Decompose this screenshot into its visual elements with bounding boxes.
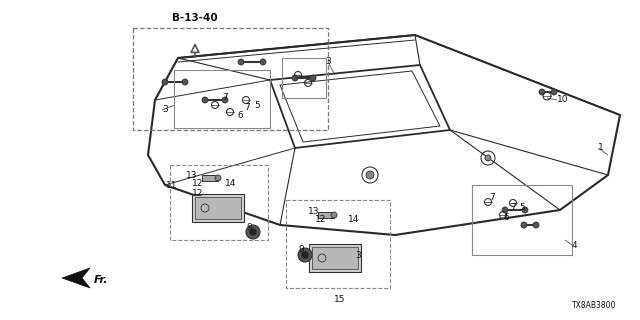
Circle shape — [260, 59, 266, 65]
Text: 9: 9 — [246, 223, 252, 233]
Circle shape — [366, 171, 374, 179]
Bar — [312, 247, 358, 269]
Text: 4: 4 — [572, 241, 578, 250]
Text: 1: 1 — [598, 143, 604, 153]
Circle shape — [533, 222, 539, 228]
Bar — [472, 185, 572, 255]
Text: 7: 7 — [489, 193, 495, 202]
Circle shape — [502, 207, 508, 213]
Circle shape — [238, 59, 244, 65]
Text: 12: 12 — [192, 188, 204, 197]
Circle shape — [521, 222, 527, 228]
Circle shape — [202, 97, 208, 103]
Text: 13: 13 — [308, 207, 319, 217]
Bar — [202, 175, 218, 181]
Text: 14: 14 — [225, 179, 236, 188]
Text: 11: 11 — [166, 181, 177, 190]
Bar — [195, 197, 241, 219]
Bar — [309, 244, 361, 272]
Circle shape — [162, 79, 168, 85]
Circle shape — [215, 175, 221, 181]
Text: 3: 3 — [355, 251, 361, 260]
Bar — [318, 212, 334, 218]
Circle shape — [310, 75, 316, 81]
Circle shape — [222, 97, 228, 103]
Bar — [170, 165, 268, 240]
Polygon shape — [62, 268, 90, 288]
Text: 5: 5 — [519, 203, 525, 212]
Text: 6: 6 — [503, 213, 509, 222]
Bar — [174, 70, 270, 128]
Text: 6: 6 — [237, 111, 243, 121]
Text: 7: 7 — [510, 203, 516, 212]
Circle shape — [250, 228, 257, 236]
Circle shape — [551, 89, 557, 95]
Circle shape — [246, 225, 260, 239]
Circle shape — [182, 79, 188, 85]
Circle shape — [485, 155, 491, 161]
Circle shape — [331, 212, 337, 218]
Text: 3: 3 — [162, 106, 168, 115]
Bar — [286, 200, 390, 288]
Circle shape — [522, 207, 528, 213]
Text: 13: 13 — [186, 171, 198, 180]
Text: B-13-40: B-13-40 — [172, 13, 218, 23]
Circle shape — [539, 89, 545, 95]
Bar — [133, 28, 328, 130]
Text: 5: 5 — [254, 101, 260, 110]
Bar — [192, 194, 244, 222]
Text: 12: 12 — [315, 215, 326, 225]
Text: 7: 7 — [244, 102, 250, 111]
Circle shape — [292, 75, 298, 81]
Text: 12: 12 — [192, 179, 204, 188]
Text: 10: 10 — [557, 95, 568, 105]
Circle shape — [298, 248, 312, 262]
Text: Fr.: Fr. — [94, 275, 109, 285]
Text: 7: 7 — [222, 92, 228, 101]
Text: 3: 3 — [325, 58, 331, 67]
Text: 14: 14 — [348, 215, 360, 225]
Text: 15: 15 — [334, 295, 346, 305]
Bar — [282, 58, 326, 98]
Text: TX8AB3800: TX8AB3800 — [572, 301, 616, 310]
Text: 9: 9 — [298, 245, 304, 254]
Circle shape — [301, 252, 308, 259]
